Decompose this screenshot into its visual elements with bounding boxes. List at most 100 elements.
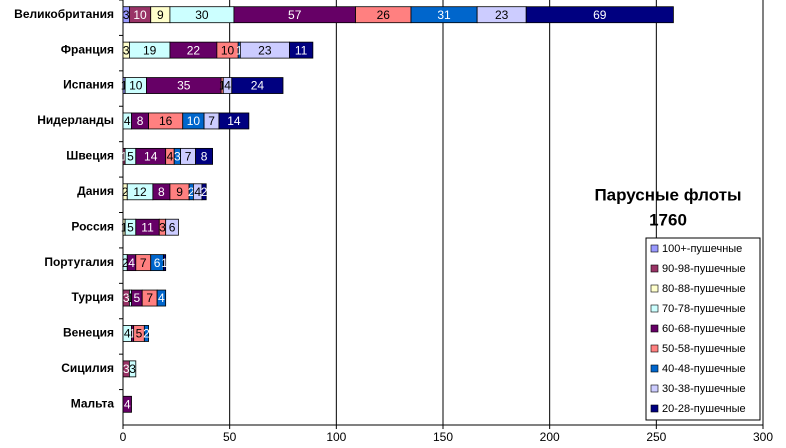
data-label: 6 [154,256,161,270]
data-label: 22 [187,43,201,57]
bar-segment [128,360,137,378]
y-tick-label: Россия [71,219,114,233]
data-label: 4 [124,114,131,128]
data-label: 4 [224,79,231,93]
data-label: 14 [227,114,241,128]
y-tick-label: Испания [63,78,114,92]
data-label: 10 [187,114,201,128]
data-label: 9 [157,8,164,22]
data-label: 1 [121,150,128,164]
legend-label: 100+-пушечные [662,243,742,255]
bar-segment [218,112,250,130]
data-label: 23 [495,8,509,22]
y-tick-label: Португалия [44,255,114,269]
data-label: 9 [176,185,183,199]
legend-label: 80-88-пушечные [662,283,746,295]
bar-segment [156,289,167,307]
bar-segment [165,218,179,236]
data-label: 31 [437,8,451,22]
data-label: 4 [124,397,131,411]
x-tick-label: 250 [646,430,666,444]
data-label: 30 [195,8,209,22]
y-tick-label: Дания [77,184,114,198]
data-label: 3 [123,291,130,305]
legend-swatch [650,244,659,253]
legend-swatch [650,384,659,393]
data-label: 11 [295,43,308,57]
legend-label: 90-98-пушечные [662,263,746,275]
legend-swatch [650,344,659,353]
data-label: 4 [158,291,165,305]
y-tick-label: Великобритания [14,7,114,21]
data-label: 2 [188,185,195,199]
data-label: 35 [177,79,191,93]
data-label: 10 [221,43,235,57]
bar-segment [525,6,674,24]
data-label: 3 [123,8,130,22]
data-label: 57 [288,8,302,22]
data-label: 3 [123,43,130,57]
x-tick-label: 50 [223,430,237,444]
data-label: 1 [127,291,134,305]
data-label: 1 [121,79,128,93]
bar-segment [163,254,167,272]
data-label: 7 [208,114,215,128]
legend-label: 20-28-пушечные [662,403,746,415]
legend-label: 40-48-пушечные [662,363,746,375]
x-tick-label: 300 [753,430,773,444]
legend-swatch [650,284,659,293]
data-label: 12 [133,185,147,199]
bar-segment [288,41,314,59]
bar-segment [143,325,149,342]
data-label: 1 [219,79,226,93]
x-tick-label: 200 [540,430,560,444]
bar-segment [231,77,284,94]
data-label: 69 [593,8,607,22]
data-label: 1 [161,256,168,270]
data-label: 2 [201,185,208,199]
legend-label: 50-58-пушечные [662,343,746,355]
legend-swatch [650,264,659,273]
data-label: 1 [121,220,128,234]
data-label: 2 [122,256,129,270]
data-label: 10 [129,79,143,93]
data-label: 4 [194,185,201,199]
data-label: 24 [251,79,265,93]
y-tick-label: Сицилия [61,361,114,375]
data-label: 19 [143,43,157,57]
x-tick-label: 100 [326,430,346,444]
legend-label: 60-68-пушечные [662,323,746,335]
data-label: 4 [167,150,174,164]
data-label: 1 [129,327,136,341]
y-tick-label: Франция [61,42,114,56]
data-label: 5 [134,291,141,305]
bar-segment [195,147,214,165]
bar-segment [201,183,207,201]
data-label: 3 [123,362,130,376]
data-label: 3 [174,150,181,164]
data-label: 14 [144,150,158,164]
data-label: 4 [128,256,135,270]
data-label: 26 [377,8,391,22]
data-label: 10 [133,8,147,22]
data-label: 8 [137,114,144,128]
chart-title: Парусные флоты [594,185,741,204]
x-tick-label: 0 [120,430,127,444]
data-label: 7 [140,256,147,270]
data-label: 3 [129,362,136,376]
data-label: 6 [169,220,176,234]
data-label: 1 [236,43,243,57]
data-label: 7 [185,150,192,164]
legend-swatch [650,324,659,333]
y-tick-label: Венеция [63,326,114,340]
y-tick-label: Мальта [71,396,115,410]
legend-swatch [650,364,659,373]
legend-box [645,237,761,421]
data-label: 5 [127,220,134,234]
chart-subtitle: 1760 [649,210,687,229]
data-label: 8 [201,150,208,164]
legend-label: 70-78-пушечные [662,303,746,315]
data-label: 5 [127,150,134,164]
data-label: 23 [258,43,272,57]
